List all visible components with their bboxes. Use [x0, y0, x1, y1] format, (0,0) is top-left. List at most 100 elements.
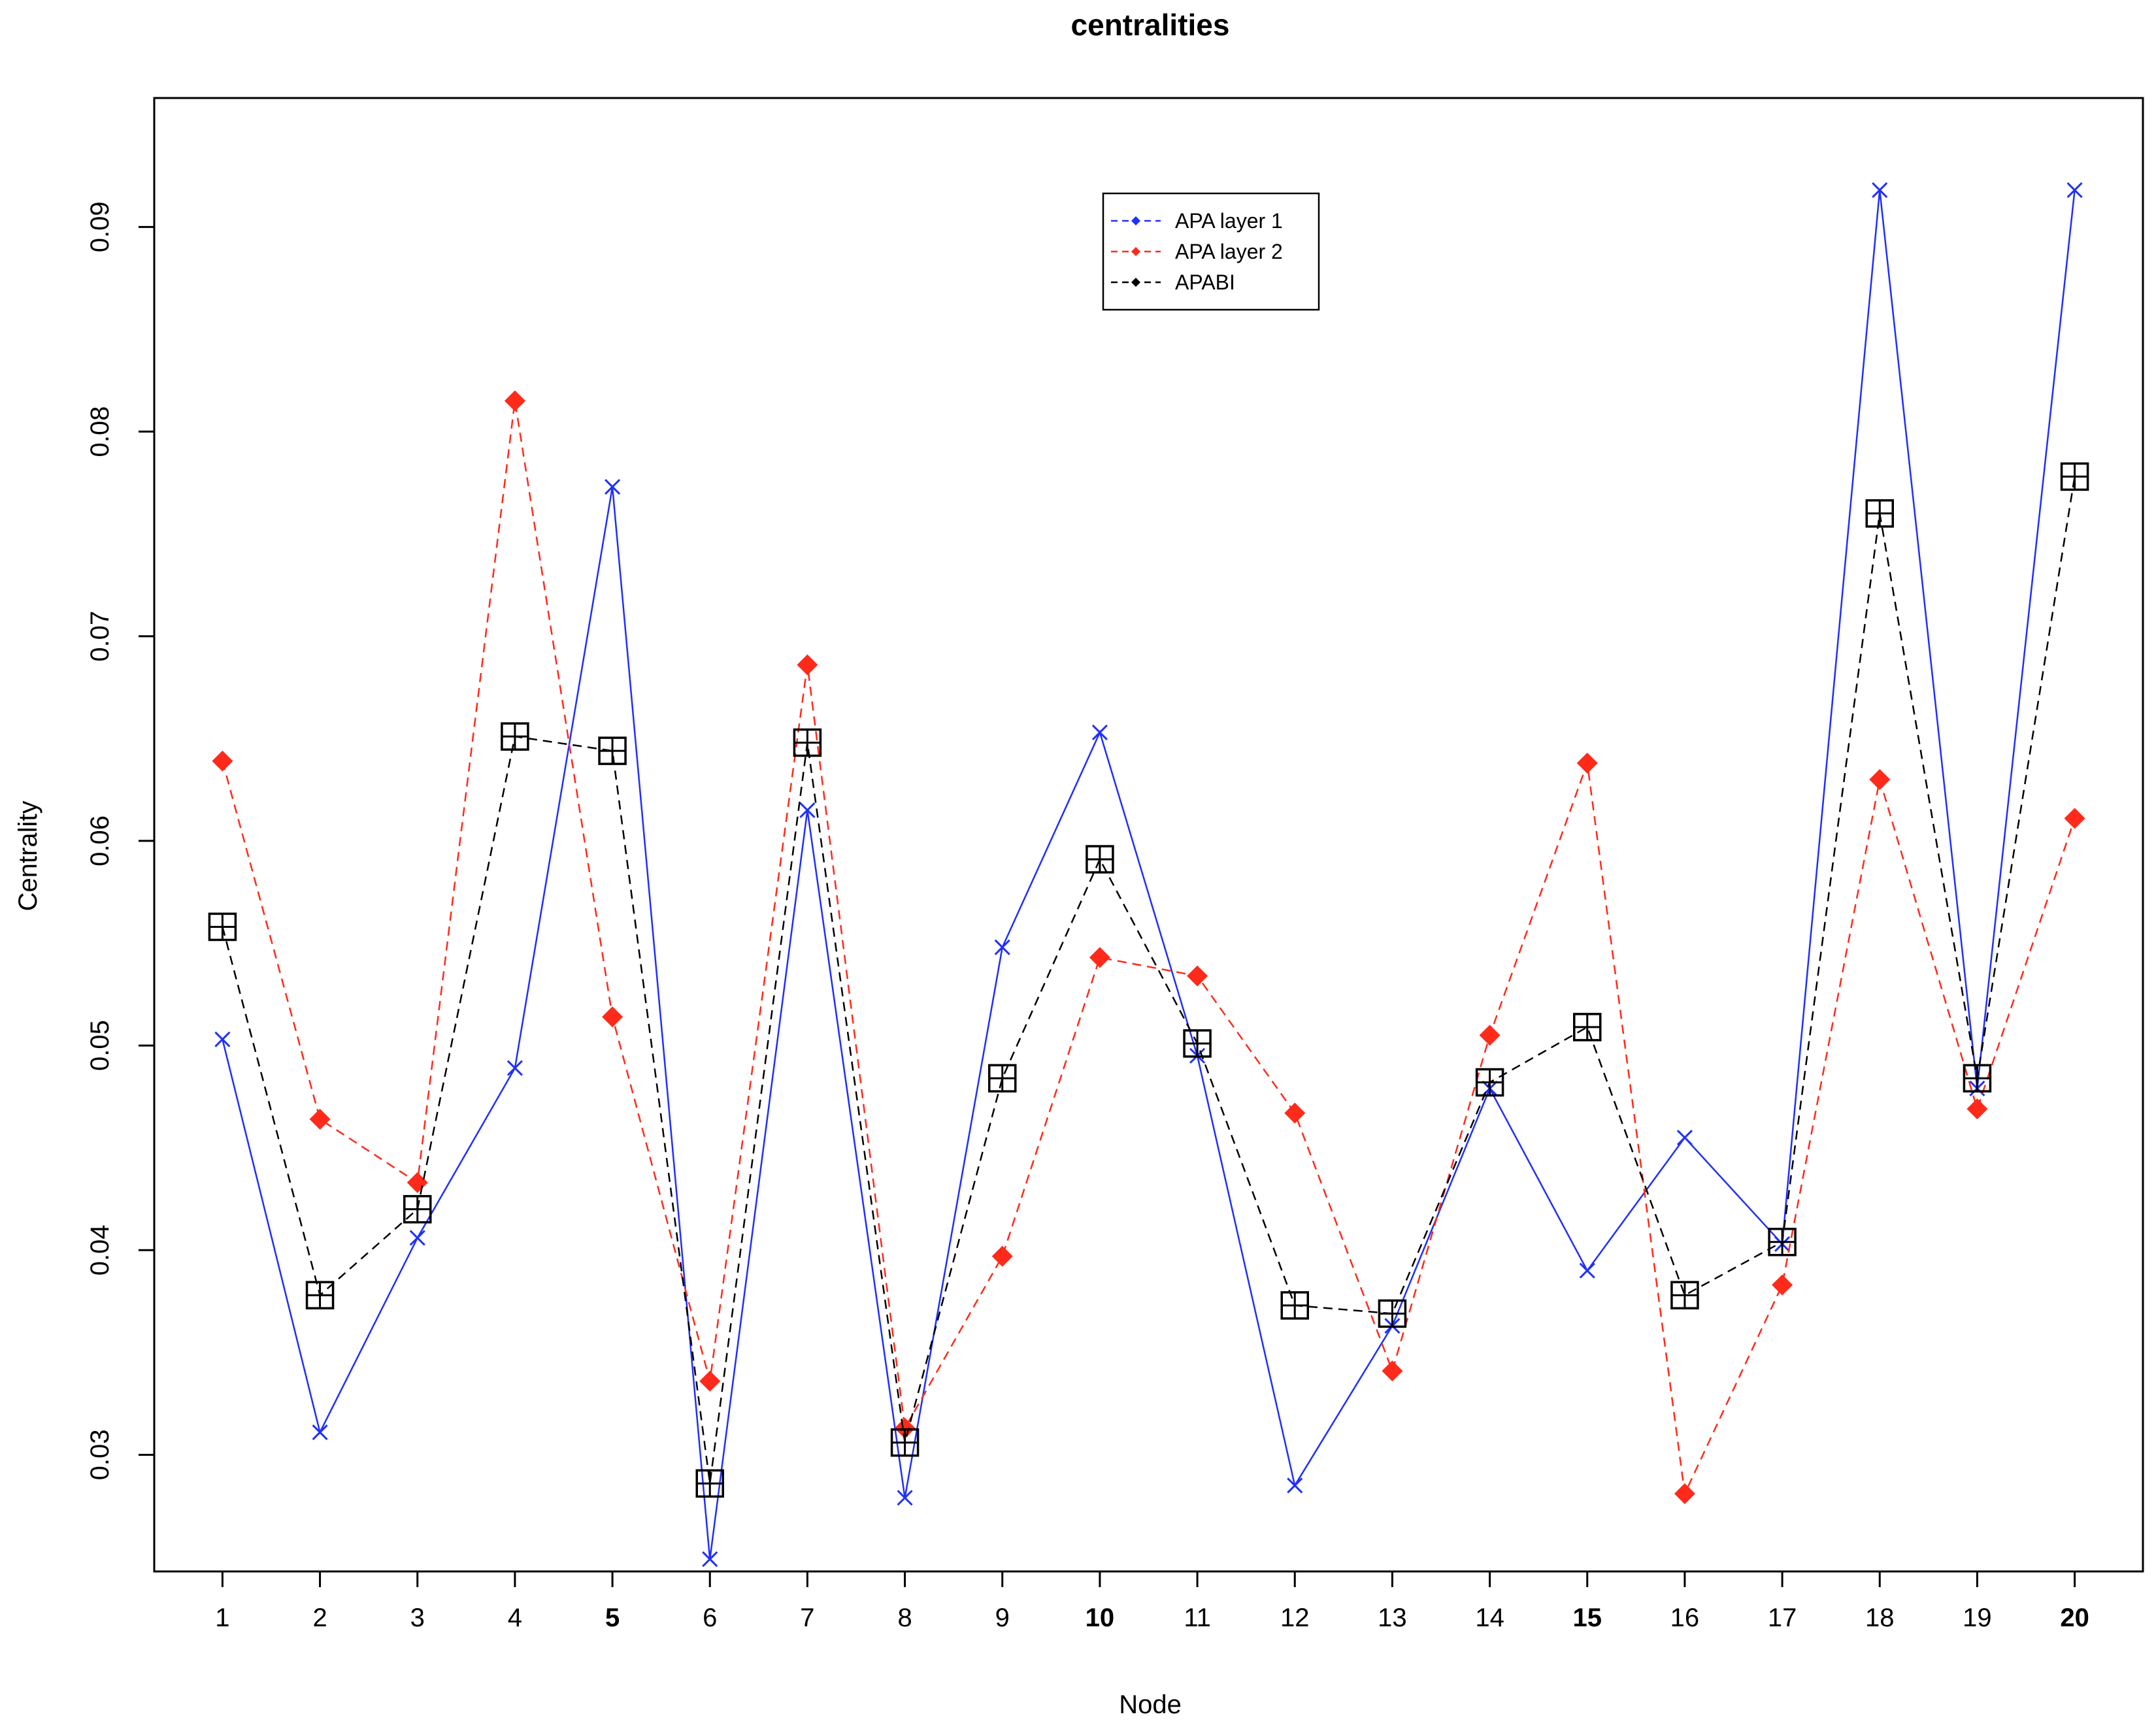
- x-axis: 1 2 3 4 5 6 7 8 9 10 11 12 13 14 15 16 17 18 19 20: [215, 1570, 2089, 1632]
- legend-item-apabi: APABI: [1111, 271, 1235, 294]
- legend-item-apa-layer-1: APA layer 1: [1111, 209, 1283, 233]
- data-point-apabi: [1378, 1299, 1407, 1328]
- data-point-apa-layer-1: [897, 1490, 913, 1506]
- data-point-apa-layer-2: [894, 1417, 916, 1439]
- x-marker-stroke: [409, 1230, 425, 1246]
- data-point-apabi: [1280, 1291, 1309, 1320]
- data-point-apa-layer-2: [699, 1370, 721, 1392]
- x-marker-stroke: [1676, 1129, 1693, 1146]
- data-point-apabi: [501, 722, 529, 751]
- data-point-apa-layer-2: [1187, 965, 1208, 987]
- data-point-apa-layer-2: [1576, 752, 1598, 774]
- data-point-apabi: [403, 1194, 432, 1224]
- small-diamond-marker: [1131, 247, 1140, 256]
- x-marker-stroke: [312, 1424, 328, 1441]
- data-point-apa-layer-2: [1382, 1360, 1403, 1382]
- x-marker-stroke: [506, 1060, 523, 1076]
- data-point-apa-layer-2: [504, 390, 525, 412]
- y-axis-label: Centrality: [14, 801, 42, 912]
- series-apabi: [208, 462, 2089, 1498]
- y-tick-label: 0.06: [86, 815, 114, 866]
- x-tick-label: 1: [215, 1603, 229, 1632]
- data-point-apabi: [598, 736, 627, 765]
- x-tick-label: 14: [1475, 1603, 1504, 1632]
- y-tick-label: 0.05: [86, 1020, 114, 1071]
- data-point-apa-layer-1: [1579, 1262, 1595, 1279]
- x-marker-stroke: [1872, 182, 1888, 198]
- x-tick-label: 18: [1865, 1603, 1895, 1632]
- data-point-apa-layer-2: [797, 654, 818, 676]
- data-point-apabi: [1183, 1029, 1212, 1058]
- data-point-apa-layer-2: [1772, 1274, 1793, 1296]
- data-point-apabi: [305, 1281, 335, 1309]
- x-tick-label: 17: [1768, 1603, 1797, 1632]
- data-point-apa-layer-1: [214, 1031, 231, 1047]
- data-point-apabi: [793, 728, 822, 757]
- data-point-apa-layer-2: [212, 750, 233, 772]
- data-point-apa-layer-1: [605, 479, 621, 495]
- y-tick-label: 0.08: [86, 406, 114, 457]
- data-point-apabi: [1768, 1228, 1797, 1257]
- x-tick-label: 3: [410, 1603, 425, 1632]
- x-tick-label: 7: [800, 1603, 814, 1632]
- series-layer: [208, 182, 2089, 1568]
- y-tick-label: 0.07: [86, 611, 114, 662]
- legend-label: APA layer 2: [1175, 240, 1283, 263]
- data-point-apa-layer-1: [994, 939, 1010, 955]
- x-tick-label: 8: [897, 1603, 912, 1632]
- series-line-apa-layer-2: [222, 401, 2076, 1497]
- data-point-apabi: [1086, 845, 1114, 874]
- x-marker-stroke: [1091, 724, 1108, 740]
- legend: APA layer 1 APA layer 2 APABI: [1102, 192, 1320, 311]
- data-point-apa-layer-2: [1089, 947, 1110, 968]
- x-marker-stroke: [994, 939, 1010, 955]
- x-marker-stroke: [2066, 182, 2083, 198]
- data-point-apa-layer-1: [1872, 182, 1888, 198]
- data-point-apa-layer-1: [799, 802, 816, 818]
- data-point-apabi: [1865, 499, 1894, 528]
- data-point-apa-layer-1: [312, 1424, 328, 1441]
- legend-item-apa-layer-2: APA layer 2: [1111, 240, 1283, 263]
- x-marker-stroke: [214, 1031, 231, 1047]
- x-marker-stroke: [605, 479, 621, 495]
- x-tick-label: 4: [508, 1603, 522, 1632]
- x-tick-label: 15: [1573, 1603, 1602, 1632]
- x-marker-stroke: [1579, 1262, 1595, 1279]
- data-point-apa-layer-2: [1284, 1102, 1306, 1124]
- data-point-apabi: [890, 1428, 920, 1457]
- data-point-apabi: [1670, 1281, 1699, 1309]
- x-tick-label: 5: [605, 1603, 620, 1632]
- x-tick-label: 19: [1963, 1603, 1992, 1632]
- x-axis-label: Node: [1119, 1690, 1182, 1719]
- x-marker-stroke: [702, 1551, 718, 1568]
- data-point-apabi: [1963, 1064, 1992, 1092]
- data-point-apa-layer-2: [991, 1245, 1013, 1267]
- x-tick-label: 6: [703, 1603, 717, 1632]
- y-tick-label: 0.03: [86, 1430, 114, 1481]
- data-point-apa-layer-2: [1966, 1098, 1988, 1120]
- data-point-apa-layer-2: [309, 1108, 331, 1130]
- data-point-apa-layer-1: [409, 1230, 425, 1246]
- data-point-apa-layer-2: [1674, 1483, 1695, 1504]
- data-point-apa-layer-1: [2066, 182, 2083, 198]
- data-point-apa-layer-1: [1287, 1477, 1303, 1494]
- chart-title: centralities: [1071, 8, 1230, 42]
- x-tick-label: 9: [995, 1603, 1010, 1632]
- y-tick-label: 0.04: [86, 1224, 114, 1275]
- data-point-apa-layer-1: [702, 1551, 718, 1568]
- data-point-apabi: [2060, 462, 2089, 491]
- series-apa-layer-2: [212, 390, 2085, 1504]
- legend-label: APABI: [1175, 271, 1235, 294]
- x-tick-label: 16: [1670, 1603, 1700, 1632]
- data-point-apa-layer-2: [1479, 1025, 1501, 1046]
- data-point-apabi: [208, 912, 237, 942]
- y-tick-label: 0.09: [86, 201, 114, 252]
- x-marker-stroke: [799, 802, 816, 818]
- series-line-apa-layer-1: [222, 189, 2076, 1560]
- x-tick-label: 11: [1184, 1603, 1211, 1632]
- x-tick-label: 2: [312, 1603, 327, 1632]
- data-point-apa-layer-1: [1091, 724, 1108, 740]
- x-tick-label: 13: [1378, 1603, 1407, 1632]
